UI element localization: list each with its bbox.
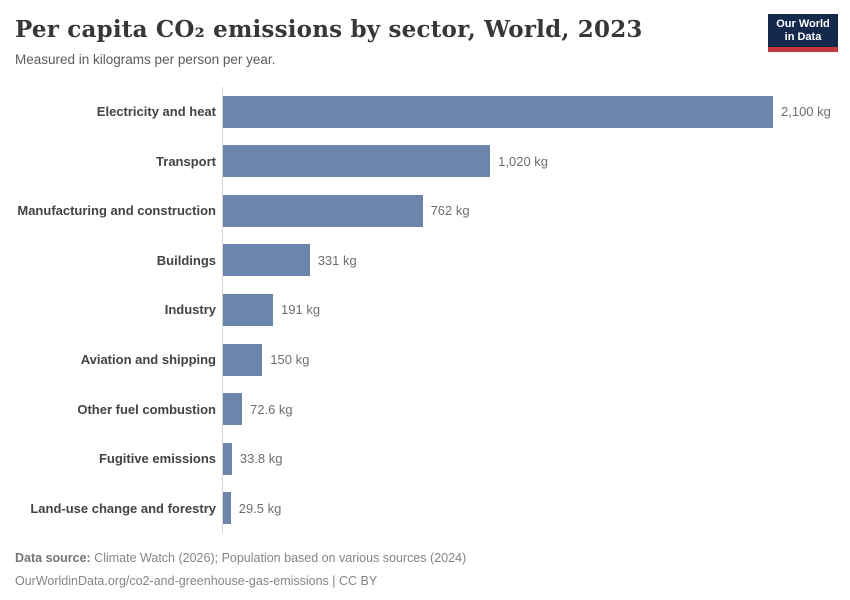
value-label: 762 kg (430, 203, 470, 219)
category-label: Other fuel combustion (77, 401, 216, 417)
bar-land-use-change-and-forestry[interactable] (223, 492, 231, 525)
category-label: Industry (164, 302, 216, 318)
bar-row: Electricity and heat 2,100 kg (0, 87, 850, 137)
data-source-text: Climate Watch (2026); Population based o… (90, 551, 467, 565)
category-label: Buildings (156, 252, 216, 268)
bar-row: Aviation and shipping 150 kg (0, 335, 850, 385)
value-label: 33.8 kg (239, 451, 283, 467)
data-source-label: Data source: (15, 551, 91, 565)
bar-manufacturing-and-construction[interactable] (223, 194, 423, 227)
owid-logo-box: Our World in Data (768, 14, 838, 47)
bar-track: 33.8 kg (222, 434, 850, 484)
category-label: Manufacturing and construction (17, 203, 216, 219)
bar-chart: Electricity and heat 2,100 kg Transport 1,0… (0, 87, 850, 533)
bar-row: Manufacturing and construction 762 kg (0, 186, 850, 236)
owid-logo-line2: in Data (784, 30, 822, 43)
owid-logo-line1: Our World (776, 17, 830, 30)
bar-row: Land-use change and forestry 29.5 kg (0, 483, 850, 533)
value-label: 191 kg (281, 302, 321, 318)
value-label: 331 kg (317, 252, 357, 268)
value-label: 1,020 kg (498, 153, 549, 169)
value-label: 29.5 kg (238, 500, 282, 516)
bar-track: 762 kg (222, 186, 850, 236)
bar-track: 150 kg (222, 335, 850, 385)
y-axis-line (222, 87, 223, 533)
owid-logo[interactable]: Our World in Data (768, 14, 838, 52)
bar-fugitive-emissions[interactable] (223, 442, 232, 475)
owid-logo-accent-bar (768, 47, 838, 52)
bar-row: Fugitive emissions 33.8 kg (0, 434, 850, 484)
bar-track: 2,100 kg (222, 87, 850, 137)
category-label: Transport (156, 153, 216, 169)
bar-electricity-and-heat[interactable] (223, 95, 773, 128)
chart-header: Per capita CO₂ emissions by sector, Worl… (15, 16, 750, 67)
chart-subtitle: Measured in kilograms per person per yea… (15, 52, 276, 67)
bar-row: Industry 191 kg (0, 285, 850, 335)
bar-track: 191 kg (222, 285, 850, 335)
license-line[interactable]: OurWorldinData.org/co2-and-greenhouse-ga… (15, 574, 378, 588)
bar-buildings[interactable] (223, 244, 310, 277)
bar-track: 331 kg (222, 236, 850, 286)
value-label: 2,100 kg (781, 104, 831, 120)
bar-track: 1,020 kg (222, 137, 850, 187)
category-label: Aviation and shipping (80, 352, 216, 367)
data-source-line: Data source: Climate Watch (2026); Popul… (15, 547, 466, 570)
value-label: 150 kg (270, 352, 310, 367)
value-label: 72.6 kg (250, 401, 293, 417)
chart-title: Per capita CO₂ emissions by sector, Worl… (15, 16, 643, 43)
bar-row: Buildings 331 kg (0, 236, 850, 286)
bar-track: 29.5 kg (222, 483, 850, 533)
bar-aviation-and-shipping[interactable] (223, 343, 263, 376)
bar-other-fuel-combustion[interactable] (223, 393, 242, 426)
bar-row: Other fuel combustion 72.6 kg (0, 384, 850, 434)
bar-rows: Electricity and heat 2,100 kg Transport 1,0… (0, 87, 850, 533)
bar-transport[interactable] (223, 145, 491, 178)
bar-track: 72.6 kg (222, 384, 850, 434)
category-label: Land-use change and forestry (30, 500, 216, 516)
category-label: Fugitive emissions (98, 451, 216, 467)
category-label: Electricity and heat (96, 104, 216, 120)
bar-row: Transport 1,020 kg (0, 137, 850, 187)
bar-industry[interactable] (223, 293, 274, 326)
chart-footer: Data source: Climate Watch (2026); Popul… (15, 547, 466, 593)
